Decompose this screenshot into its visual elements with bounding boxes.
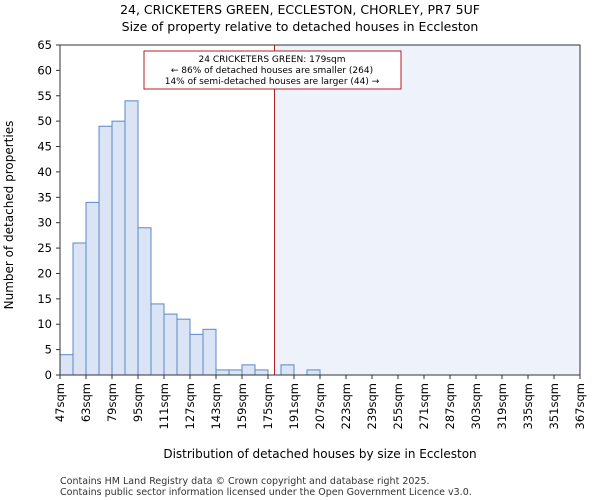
bar <box>111 120 126 376</box>
bar <box>72 242 87 376</box>
footer-line-1: Contains HM Land Registry data © Crown c… <box>60 476 430 487</box>
annotation-frame <box>143 50 402 90</box>
y-tick-label: 50 <box>37 114 52 128</box>
x-tick-label: 175sqm <box>261 383 275 429</box>
annotation-box: 24 CRICKETERS GREEN: 179sqm ← 86% of det… <box>143 50 402 90</box>
y-tick-label: 10 <box>37 317 52 331</box>
bars <box>59 100 321 376</box>
y-tick-label: 30 <box>37 216 52 230</box>
y-tick-label: 55 <box>37 89 52 103</box>
y-tick-label: 20 <box>37 266 52 280</box>
bar <box>163 313 178 376</box>
y-tick-label: 65 <box>37 38 52 52</box>
y-tick-label: 5 <box>45 343 52 357</box>
bar <box>254 369 269 376</box>
bar <box>280 364 295 376</box>
bar <box>189 333 204 376</box>
plot-background <box>274 45 580 375</box>
x-tick-label: 111sqm <box>157 383 171 429</box>
bar <box>241 364 256 376</box>
x-tick-label: 63sqm <box>79 383 93 422</box>
x-tick-label: 95sqm <box>131 383 145 422</box>
x-tick-label: 271sqm <box>417 383 431 429</box>
x-tick-label: 255sqm <box>391 383 405 429</box>
bar <box>228 369 243 376</box>
x-tick-label: 79sqm <box>105 383 119 422</box>
x-tick-label: 223sqm <box>339 383 353 429</box>
footer-line-2: Contains public sector information licen… <box>60 487 472 498</box>
x-tick-label: 207sqm <box>313 383 327 429</box>
x-tick-label: 287sqm <box>443 383 457 429</box>
x-tick-label: 303sqm <box>469 383 483 429</box>
x-ticks: 47sqm 63sqm 79sqm 95sqm 111sqm 127sqm 143sqm 15… <box>53 375 587 429</box>
bar <box>150 303 165 376</box>
x-tick-label: 143sqm <box>209 383 223 429</box>
bar <box>306 369 321 376</box>
x-tick-label: 191sqm <box>287 383 301 429</box>
y-tick-label: 40 <box>37 165 52 179</box>
y-tick-label: 60 <box>37 63 52 77</box>
annotation-line-1: 24 CRICKETERS GREEN: 179sqm <box>199 55 346 65</box>
bar <box>98 125 113 376</box>
y-ticks: 0 5 10 15 20 25 30 35 40 45 50 55 60 65 <box>37 38 60 382</box>
annotation-line-2: ← 86% of detached houses are smaller (26… <box>171 66 373 76</box>
x-tick-label: 351sqm <box>547 383 561 429</box>
x-tick-label: 127sqm <box>183 383 197 429</box>
x-tick-label: 367sqm <box>573 383 587 429</box>
y-tick-label: 0 <box>45 368 52 382</box>
bar <box>124 100 139 376</box>
y-tick-label: 45 <box>37 140 52 154</box>
x-tick-label: 47sqm <box>53 383 67 422</box>
bar <box>59 354 74 376</box>
bar <box>176 318 191 376</box>
bar <box>137 227 152 376</box>
x-tick-label: 335sqm <box>521 383 535 429</box>
x-axis-label: Distribution of detached houses by size … <box>163 447 476 461</box>
x-tick-label: 159sqm <box>235 383 249 429</box>
bar <box>85 201 100 376</box>
y-axis-label: Number of detached properties <box>2 121 16 310</box>
highlight-region <box>274 45 580 375</box>
y-tick-label: 25 <box>37 241 52 255</box>
chart-subtitle: Size of property relative to detached ho… <box>122 19 479 34</box>
bar <box>215 369 230 376</box>
x-tick-label: 319sqm <box>495 383 509 429</box>
annotation-line-3: 14% of semi-detached houses are larger (… <box>165 77 380 87</box>
y-tick-label: 15 <box>37 292 52 306</box>
bar <box>202 328 217 376</box>
chart-title: 24, CRICKETERS GREEN, ECCLESTON, CHORLEY… <box>120 2 480 17</box>
y-tick-label: 35 <box>37 190 52 204</box>
x-tick-label: 239sqm <box>365 383 379 429</box>
